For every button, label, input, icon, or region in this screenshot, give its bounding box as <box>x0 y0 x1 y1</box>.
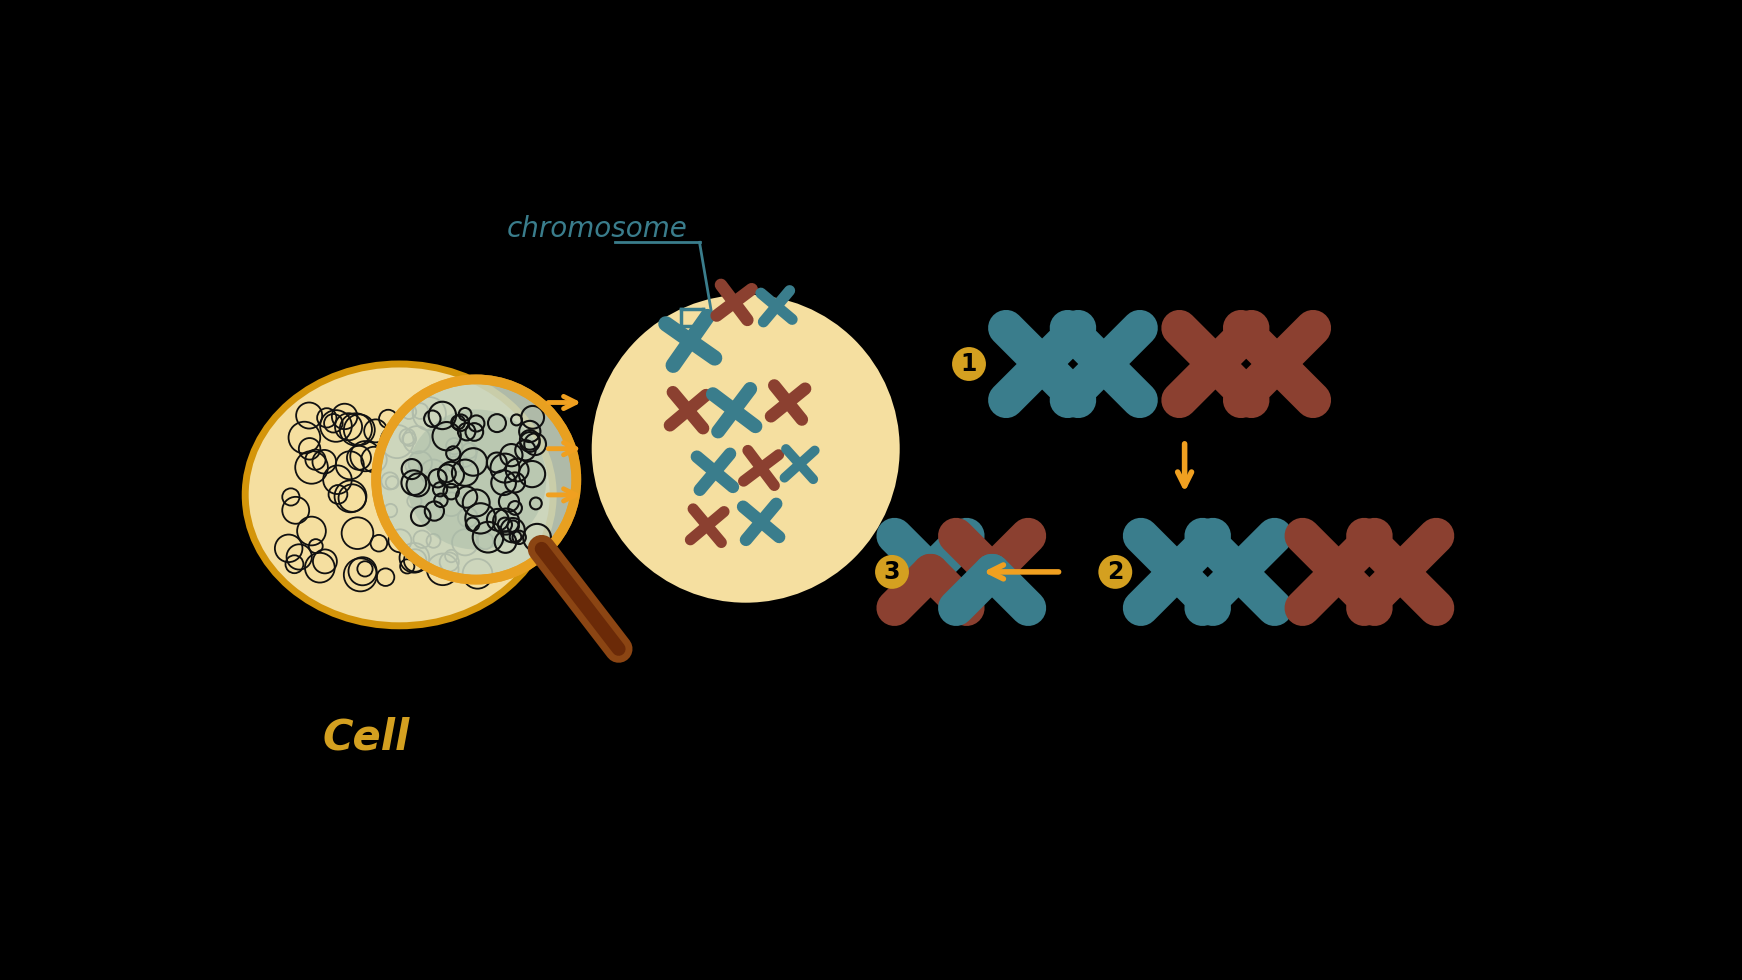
Circle shape <box>1099 555 1132 589</box>
Circle shape <box>376 379 577 579</box>
Text: Cell: Cell <box>322 716 409 758</box>
Text: 2: 2 <box>1108 560 1124 584</box>
Ellipse shape <box>246 364 554 626</box>
Text: chromosome: chromosome <box>507 215 688 243</box>
Circle shape <box>592 295 899 603</box>
Text: 1: 1 <box>962 352 977 376</box>
Text: 3: 3 <box>883 560 901 584</box>
Circle shape <box>874 555 909 589</box>
Circle shape <box>406 410 547 550</box>
Circle shape <box>953 347 986 381</box>
